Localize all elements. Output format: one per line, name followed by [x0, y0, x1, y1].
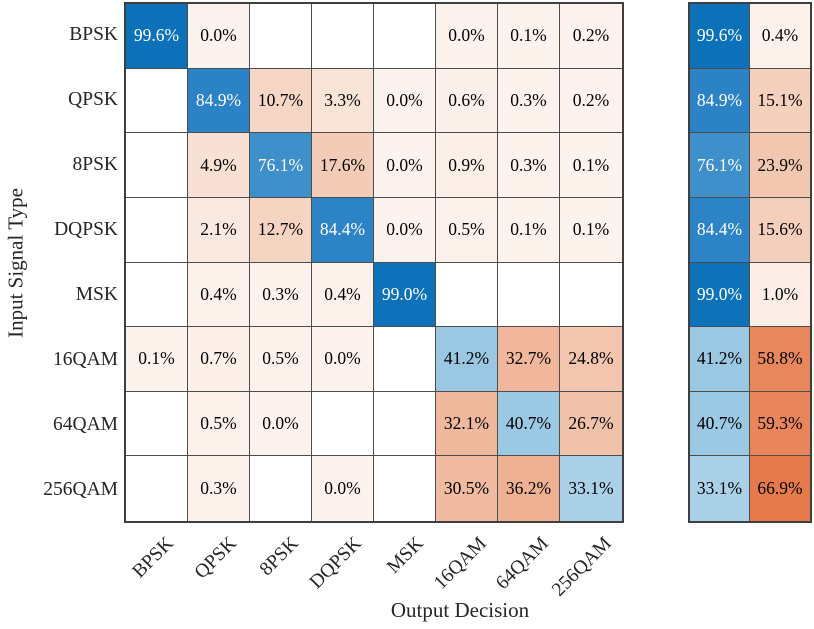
- matrix-cell: 3.3%: [312, 68, 374, 134]
- matrix-cell: 0.5%: [250, 327, 312, 392]
- matrix-cell: 33.1%: [560, 456, 622, 521]
- matrix-cell: 0.3%: [498, 68, 560, 134]
- matrix-cell: [126, 133, 188, 198]
- matrix-cell: 0.3%: [250, 262, 312, 328]
- matrix-cell: [126, 391, 188, 457]
- matrix-cell: [312, 4, 374, 69]
- matrix-cell: 0.4%: [188, 262, 250, 328]
- matrix-cell: [250, 4, 312, 69]
- summary-cell: 1.0%: [750, 262, 810, 328]
- matrix-cell: 12.7%: [250, 197, 312, 263]
- summary-cell: 58.8%: [750, 327, 810, 392]
- matrix-cell: [126, 197, 188, 263]
- matrix-cell: 0.1%: [126, 327, 188, 392]
- matrix-cell: 0.6%: [436, 68, 498, 134]
- matrix-cell: 0.3%: [498, 133, 560, 198]
- matrix-cell: 0.0%: [250, 391, 312, 457]
- matrix-cell: [374, 391, 436, 457]
- summary-cell: 15.6%: [750, 197, 810, 263]
- matrix-cell: 0.0%: [374, 68, 436, 134]
- matrix-cell: 0.1%: [560, 133, 622, 198]
- summary-cell: 0.4%: [750, 4, 810, 69]
- matrix-cell: [126, 456, 188, 521]
- x-axis-title: Output Decision: [390, 598, 530, 622]
- row-label-8psk: 8PSK: [72, 153, 118, 175]
- matrix-cell: [312, 391, 374, 457]
- row-label-bpsk: BPSK: [69, 23, 118, 45]
- matrix-cell: 0.2%: [560, 4, 622, 69]
- matrix-cell: 0.5%: [188, 391, 250, 457]
- matrix-cell: 99.6%: [126, 4, 188, 69]
- matrix-cell: 76.1%: [250, 133, 312, 198]
- matrix-cell: 0.5%: [436, 197, 498, 263]
- matrix-cell: 0.0%: [312, 456, 374, 521]
- matrix-cell: 99.0%: [374, 262, 436, 328]
- summary-cell: 59.3%: [750, 391, 810, 457]
- row-label-64qam: 64QAM: [52, 414, 118, 436]
- matrix-cell: 0.0%: [374, 133, 436, 198]
- matrix-cell: 32.7%: [498, 327, 560, 392]
- summary-cell: 76.1%: [690, 133, 750, 198]
- row-label-qpsk: QPSK: [68, 88, 118, 110]
- matrix-cell: 0.0%: [374, 197, 436, 263]
- row-label-256qam: 256QAM: [43, 479, 118, 501]
- matrix-cell: 84.9%: [188, 68, 250, 134]
- matrix-cell: 0.7%: [188, 327, 250, 392]
- matrix-cell: [126, 262, 188, 328]
- matrix-cell: [374, 327, 436, 392]
- matrix-cell: 0.9%: [436, 133, 498, 198]
- matrix-cell: 4.9%: [188, 133, 250, 198]
- matrix-cell: [374, 456, 436, 521]
- matrix-cell: 26.7%: [560, 391, 622, 457]
- summary-cell: 15.1%: [750, 68, 810, 134]
- summary-cell: 99.0%: [690, 262, 750, 328]
- matrix-cell: 0.0%: [312, 327, 374, 392]
- matrix-cell: [126, 68, 188, 134]
- matrix-cell: 0.1%: [498, 197, 560, 263]
- row-label-msk: MSK: [75, 284, 118, 306]
- matrix-cell: 0.4%: [312, 262, 374, 328]
- summary-cell: 66.9%: [750, 456, 810, 521]
- summary-cell: 40.7%: [690, 391, 750, 457]
- row-label-16qam: 16QAM: [52, 349, 118, 371]
- confusion-matrix-grid: 99.6% 0.0% 0.0% 0.1% 0.2% 84.9% 10.7% 3.3% 0.0% 0…: [124, 2, 624, 523]
- summary-cell: 23.9%: [750, 133, 810, 198]
- matrix-cell: 36.2%: [498, 456, 560, 521]
- matrix-cell: [374, 4, 436, 69]
- matrix-cell: 84.4%: [312, 197, 374, 263]
- matrix-cell: 2.1%: [188, 197, 250, 263]
- matrix-cell: [560, 262, 622, 328]
- summary-cell: 99.6%: [690, 4, 750, 69]
- matrix-cell: 0.2%: [560, 68, 622, 134]
- matrix-cell: 0.1%: [498, 4, 560, 69]
- matrix-cell: 41.2%: [436, 327, 498, 392]
- summary-cell: 84.9%: [690, 68, 750, 134]
- matrix-cell: 24.8%: [560, 327, 622, 392]
- matrix-cell: 0.0%: [436, 4, 498, 69]
- matrix-cell: [498, 262, 560, 328]
- summary-cell: 84.4%: [690, 197, 750, 263]
- matrix-cell: [250, 456, 312, 521]
- matrix-cell: 40.7%: [498, 391, 560, 457]
- matrix-cell: 0.1%: [560, 197, 622, 263]
- matrix-cell: [436, 262, 498, 328]
- summary-cell: 41.2%: [690, 327, 750, 392]
- row-label-dqpsk: DQPSK: [54, 218, 118, 240]
- matrix-cell: 10.7%: [250, 68, 312, 134]
- matrix-cell: 32.1%: [436, 391, 498, 457]
- matrix-cell: 17.6%: [312, 133, 374, 198]
- row-summary-grid: 99.6% 0.4% 84.9% 15.1% 76.1% 23.9% 84.4% 15.6% 9…: [688, 2, 812, 523]
- matrix-cell: 0.0%: [188, 4, 250, 69]
- summary-cell: 33.1%: [690, 456, 750, 521]
- matrix-cell: 30.5%: [436, 456, 498, 521]
- matrix-cell: 0.3%: [188, 456, 250, 521]
